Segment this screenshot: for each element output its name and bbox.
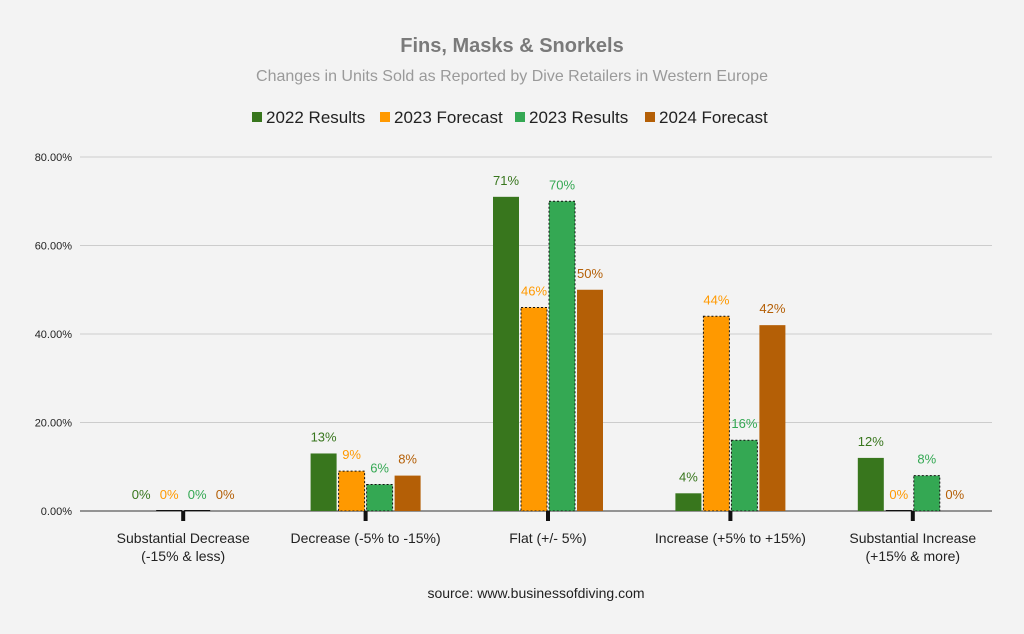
data-label: 44% — [703, 292, 729, 307]
data-label: 0% — [889, 487, 908, 502]
category-label: Substantial Increase (+15% & more) — [849, 530, 976, 564]
legend-item: 2022 Results — [266, 108, 365, 127]
y-tick-label: 20.00% — [35, 418, 73, 430]
bar — [394, 475, 421, 511]
data-label: 42% — [759, 301, 785, 316]
data-label: 16% — [731, 416, 757, 431]
legend-swatch — [380, 112, 390, 122]
data-label: 70% — [549, 177, 575, 192]
data-label: 13% — [311, 429, 337, 444]
bar — [310, 453, 337, 511]
chart-subtitle: Changes in Units Sold as Reported by Div… — [256, 68, 768, 85]
data-label: 4% — [679, 469, 698, 484]
data-label: 0% — [188, 487, 207, 502]
legend: 2022 Results 2023 Forecast 2023 Results 202… — [252, 108, 768, 127]
legend-item: 2024 Forecast — [659, 108, 768, 127]
y-axis: 0.00% 20.00% 40.00% 60.00% 80.00% — [35, 152, 73, 518]
category-label: Increase (+5% to +15%) — [655, 530, 806, 546]
x-tick — [181, 511, 186, 521]
bar — [702, 315, 730, 512]
data-label: 8% — [398, 452, 417, 467]
data-label: 46% — [521, 283, 547, 298]
category-label: Decrease (-5% to -15%) — [291, 530, 441, 546]
data-label: 50% — [577, 266, 603, 281]
chart-title: Fins, Masks & Snorkels — [400, 35, 623, 57]
data-label: 0% — [945, 487, 964, 502]
legend-item: 2023 Forecast — [394, 108, 503, 127]
x-tick — [910, 511, 915, 521]
y-tick-label: 40.00% — [35, 329, 73, 341]
bar — [913, 475, 941, 512]
bar — [548, 200, 576, 512]
bar — [156, 510, 183, 511]
data-label: 0% — [132, 487, 151, 502]
data-label: 12% — [858, 434, 884, 449]
legend-swatch — [515, 112, 525, 122]
x-tick — [546, 511, 550, 521]
bar — [493, 196, 519, 511]
bar — [366, 483, 394, 512]
bar — [338, 470, 366, 512]
category-label: Substantial Decrease (-15% & less) — [117, 530, 250, 564]
data-label: 6% — [370, 460, 389, 475]
data-label: 9% — [342, 447, 361, 462]
x-tick — [728, 511, 733, 521]
bar — [184, 510, 211, 511]
data-label: 0% — [160, 487, 179, 502]
bar — [520, 306, 548, 512]
y-tick-label: 80.00% — [35, 152, 73, 164]
legend-swatch — [645, 112, 655, 122]
bar — [857, 457, 884, 511]
y-tick-label: 0.00% — [41, 506, 72, 518]
bar — [675, 493, 702, 511]
data-label: 8% — [917, 452, 936, 467]
x-tick — [363, 511, 368, 521]
data-label: 71% — [493, 173, 519, 188]
bar — [730, 439, 758, 512]
bar — [577, 289, 603, 511]
data-label: 0% — [216, 487, 235, 502]
bars: 0% 0% 0% 0% 13% 9% 6% 8% 71% 46% 70% 50% 4% 44% 16% 42%… — [132, 173, 965, 512]
legend-item: 2023 Results — [529, 108, 628, 127]
y-tick-label: 60.00% — [35, 241, 73, 253]
bar — [885, 510, 912, 511]
source-note: source: www.businessofdiving.com — [427, 585, 644, 601]
bar — [759, 325, 786, 511]
category-label: Flat (+/- 5%) — [509, 530, 586, 546]
x-axis: Substantial Decrease (-15% & less) Decreas… — [117, 511, 976, 564]
legend-swatch — [252, 112, 262, 122]
